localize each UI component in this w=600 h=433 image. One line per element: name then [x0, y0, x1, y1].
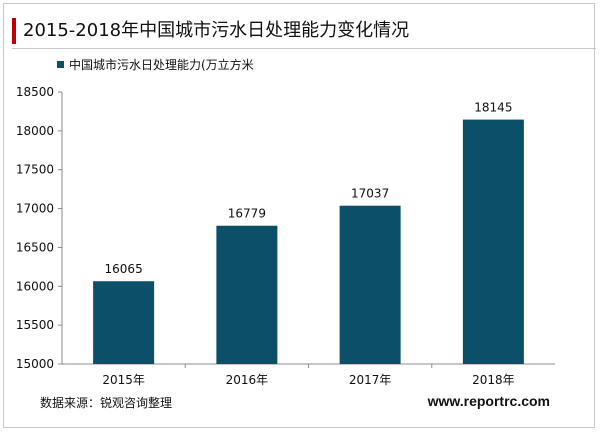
- bar: [339, 205, 401, 364]
- title-accent-bar: [12, 18, 16, 44]
- y-tick-label: 15500: [16, 318, 54, 332]
- title-divider: [12, 48, 596, 49]
- x-tick-label: 2015年: [102, 373, 145, 387]
- y-tick-label: 15000: [16, 357, 54, 371]
- website-link[interactable]: www.reportrc.com: [427, 393, 550, 409]
- bar: [216, 225, 278, 364]
- y-tick-label: 17500: [16, 163, 54, 177]
- bar: [462, 119, 524, 365]
- legend-label: 中国城市污水日处理能力(万立方米: [69, 58, 254, 72]
- y-tick-label: 18500: [16, 85, 54, 99]
- x-axis: 2015年 2016年 2017年 2018年: [62, 363, 555, 387]
- x-tick-label: 2016年: [226, 373, 269, 387]
- y-tick-label: 18000: [16, 124, 54, 138]
- legend: 中国城市污水日处理能力(万立方米: [57, 56, 254, 73]
- legend-swatch: [57, 61, 64, 68]
- x-tick-label: 2017年: [349, 373, 392, 387]
- data-source: 数据来源：锐观咨询整理: [40, 396, 173, 410]
- y-tick-label: 16500: [16, 240, 54, 254]
- chart-title: 2015-2018年中国城市污水日处理能力变化情况: [23, 20, 410, 41]
- x-tick-label: 2018年: [472, 373, 515, 387]
- y-axis: 15000 15500 16000 16500 17000 17500 18000 18500: [16, 85, 63, 371]
- bar-value-label: 16779: [228, 207, 266, 221]
- bar-value-label: 18145: [474, 101, 512, 115]
- y-tick-label: 17000: [16, 202, 54, 216]
- y-tick-label: 16000: [16, 279, 54, 293]
- bar-value-label: 16065: [105, 262, 143, 276]
- bar: [93, 281, 155, 364]
- bars: 16065 16779 17037 18145: [93, 101, 524, 365]
- bar-value-label: 17037: [351, 187, 389, 201]
